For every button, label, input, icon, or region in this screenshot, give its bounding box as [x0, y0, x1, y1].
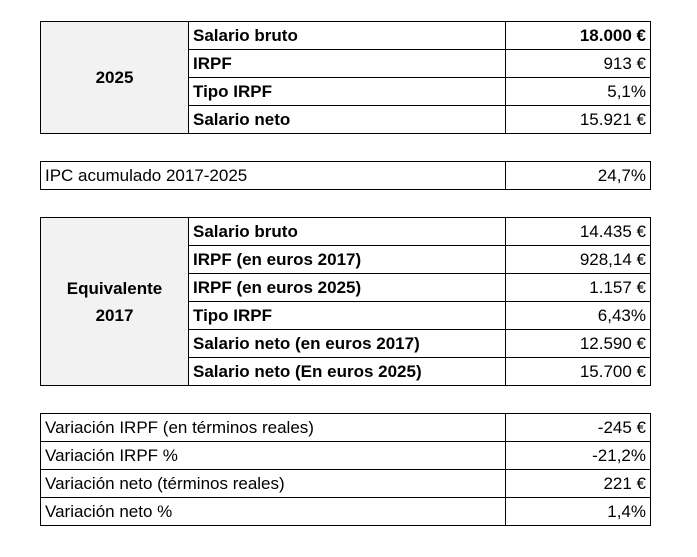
table-row: IRPF 913 €	[41, 49, 651, 78]
table-variations: Variación IRPF (en términos reales) -245…	[40, 413, 651, 526]
row-value: 12.590 €	[505, 329, 651, 358]
table-row: IPC acumulado 2017-2025 24,7%	[40, 161, 651, 190]
equivalent-title-line2: 2017	[95, 305, 134, 325]
table-2025: 2025 Salario bruto 18.000 € IRPF 913 € T…	[40, 21, 651, 134]
table-row: Variación neto (términos reales) 221 €	[40, 469, 651, 498]
row-label: Salario neto (en euros 2017)	[188, 329, 506, 358]
row-value: 5,1%	[505, 77, 651, 106]
row-value: -245 €	[505, 413, 651, 442]
row-label: Variación neto (términos reales)	[40, 469, 506, 498]
row-value: 913 €	[505, 49, 651, 78]
row-label: Variación IRPF (en términos reales)	[40, 413, 506, 442]
row-value: 18.000 €	[505, 21, 651, 50]
row-label: IRPF (en euros 2025)	[188, 273, 506, 302]
row-label: IRPF	[188, 49, 506, 78]
table-row: Variación IRPF (en términos reales) -245…	[40, 413, 651, 442]
row-label: Salario bruto	[188, 217, 506, 246]
equivalent-label: Equivalente 2017	[40, 217, 189, 386]
ipc-label: IPC acumulado 2017-2025	[40, 161, 506, 190]
ipc-value: 24,7%	[505, 161, 651, 190]
row-value: 14.435 €	[505, 217, 651, 246]
row-value: 15.700 €	[505, 357, 651, 386]
year-label: 2025	[40, 21, 189, 134]
table-2017: Equivalente 2017 Salario bruto 14.435 € …	[40, 217, 651, 386]
row-value: 1,4%	[505, 497, 651, 526]
row-label: Salario neto	[188, 105, 506, 134]
row-value: 6,43%	[505, 301, 651, 330]
table-row: Salario neto (en euros 2017) 12.590 €	[41, 329, 651, 358]
equivalent-title-line1: Equivalente	[66, 278, 163, 298]
table-row: Salario neto (En euros 2025) 15.700 €	[41, 357, 651, 386]
row-label: Variación IRPF %	[40, 441, 506, 470]
row-value: 15.921 €	[505, 105, 651, 134]
row-label: Variación neto %	[40, 497, 506, 526]
table-row: IRPF (en euros 2017) 928,14 €	[41, 245, 651, 274]
table-row: 2025 Salario bruto 18.000 €	[40, 21, 651, 134]
row-label: IRPF (en euros 2017)	[188, 245, 506, 274]
row-value: 928,14 €	[505, 245, 651, 274]
table-row: IRPF (en euros 2025) 1.157 €	[41, 273, 651, 302]
table-row: Variación IRPF % -21,2%	[40, 441, 651, 470]
row-label: Salario neto (En euros 2025)	[188, 357, 506, 386]
table-row: Equivalente 2017 Salario bruto 14.435 €	[40, 217, 651, 386]
table-row: Salario neto 15.921 €	[41, 105, 651, 134]
table-row: Variación neto % 1,4%	[40, 497, 651, 526]
table-ipc: IPC acumulado 2017-2025 24,7%	[40, 161, 651, 190]
row-value: 1.157 €	[505, 273, 651, 302]
row-value: 221 €	[505, 469, 651, 498]
row-label: Tipo IRPF	[188, 301, 506, 330]
row-value: -21,2%	[505, 441, 651, 470]
table-row: Tipo IRPF 6,43%	[41, 301, 651, 330]
row-label: Tipo IRPF	[188, 77, 506, 106]
row-label: Salario bruto	[188, 21, 506, 50]
